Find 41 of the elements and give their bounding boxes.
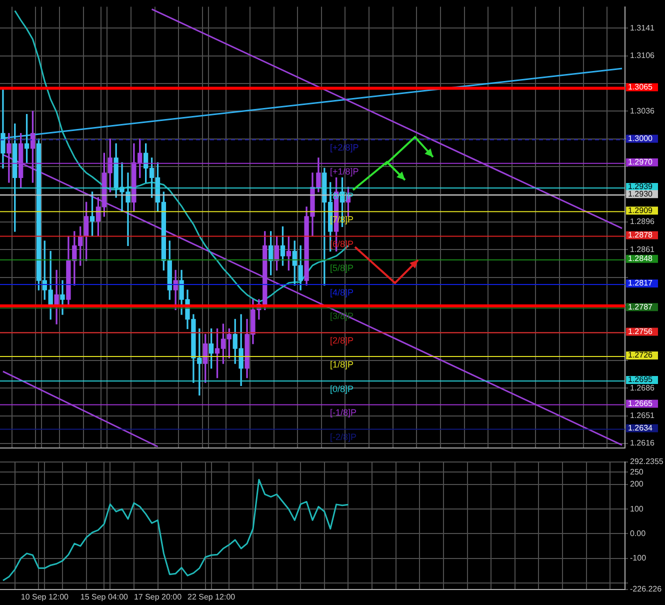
y-tick-label: 1.3036: [630, 106, 656, 116]
y-tick-label: 100: [630, 504, 644, 514]
x-tick-label: 10 Sep 12:00: [20, 592, 70, 602]
annotation: [1/8]P: [330, 359, 354, 370]
y-tick-label: 1.3106: [630, 51, 656, 60]
y-tick-label: 1.2616: [630, 438, 656, 448]
annotation: [0/8]P: [330, 384, 354, 394]
y-tick-label: 1.2686: [630, 383, 656, 392]
ref-line-label: 1.2848: [628, 254, 654, 264]
ref-line-label: 1.3000: [628, 134, 654, 143]
ref-line-label: 1.2634: [628, 423, 654, 432]
ref-line-label: 1.2930: [628, 189, 654, 198]
y-tick-label: -226.226: [630, 584, 662, 594]
x-tick-label: 15 Sep 04:00: [80, 592, 129, 602]
ref-line-label: 1.2970: [628, 158, 654, 167]
ref-line-label: 1.2665: [628, 398, 654, 408]
ref-line-label: 1.3065: [628, 82, 654, 92]
x-tick-label: 22 Sep 12:00: [188, 592, 236, 602]
ref-line-label: 1.2756: [628, 326, 654, 336]
y-tick-label: 1.2896: [630, 217, 656, 226]
ref-line-label: 1.2787: [628, 302, 654, 312]
x-tick-label: 17 Sep 20:00: [134, 592, 182, 602]
ref-line-label: 1.2939: [628, 182, 654, 192]
annotation: [-1/8]P: [330, 408, 357, 418]
y-tick-label: 200: [630, 480, 644, 489]
y-tick-label: 292.2355: [630, 457, 664, 466]
y-tick-label: 250: [630, 467, 644, 476]
y-tick-label: -100: [630, 554, 647, 563]
ref-line-label: 1.2695: [628, 375, 654, 384]
annotation: [+2/8]P: [330, 142, 359, 153]
y-tick-label: 1.3141: [630, 23, 656, 32]
ref-line-label: 1.2817: [628, 278, 654, 288]
ref-line-label: 1.2726: [628, 350, 654, 360]
annotation: [+1/8]P: [330, 166, 359, 176]
annotation: [2/8]P: [330, 336, 354, 346]
ref-line-label: 1.2909: [628, 206, 654, 215]
y-tick-label: 0.00: [630, 528, 646, 538]
annotation: [4/8]P: [330, 287, 354, 298]
y-tick-label: 1.2861: [630, 244, 656, 254]
y-tick-label: 1.2651: [630, 410, 656, 420]
ref-line-label: 1.2878: [628, 230, 654, 240]
